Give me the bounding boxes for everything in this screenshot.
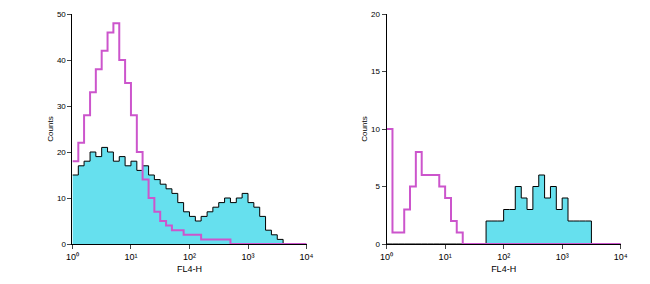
svg-text:0: 0 <box>376 240 381 249</box>
svg-text:FL4-H: FL4-H <box>177 264 202 274</box>
svg-text:10⁰: 10⁰ <box>66 252 79 262</box>
svg-text:5: 5 <box>376 182 381 191</box>
svg-text:40: 40 <box>57 56 66 65</box>
svg-text:FL4-H: FL4-H <box>491 264 516 274</box>
svg-text:20: 20 <box>371 10 380 19</box>
svg-text:10: 10 <box>57 194 66 203</box>
svg-text:30: 30 <box>57 102 66 111</box>
svg-text:15: 15 <box>371 67 380 76</box>
svg-text:10: 10 <box>371 125 380 134</box>
svg-text:10³: 10³ <box>556 252 569 262</box>
svg-text:10⁴: 10⁴ <box>614 252 628 262</box>
svg-text:10²: 10² <box>497 252 510 262</box>
svg-text:20: 20 <box>57 148 66 157</box>
svg-text:10¹: 10¹ <box>124 252 137 262</box>
svg-text:10⁰: 10⁰ <box>380 252 393 262</box>
svg-text:Counts: Counts <box>360 116 369 141</box>
svg-text:10²: 10² <box>183 252 196 262</box>
svg-text:10¹: 10¹ <box>439 252 452 262</box>
svg-text:10⁴: 10⁴ <box>300 252 314 262</box>
svg-text:Counts: Counts <box>46 116 55 141</box>
svg-text:10³: 10³ <box>241 252 254 262</box>
svg-text:50: 50 <box>57 10 66 19</box>
svg-text:0: 0 <box>61 240 66 249</box>
